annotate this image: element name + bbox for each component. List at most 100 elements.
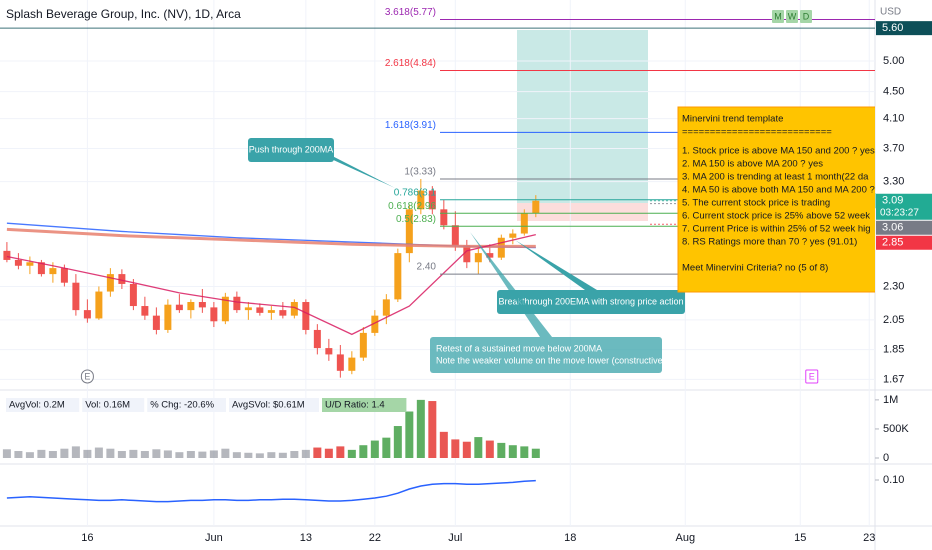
currency: USD (880, 7, 901, 18)
y-tick-label: 2.30 (883, 280, 904, 292)
volume-bar (117, 451, 126, 458)
x-tick-label: 16 (81, 532, 93, 544)
y-tick-label: 0 (883, 452, 889, 464)
y-tick-label: 1.67 (883, 373, 904, 385)
interval-button[interactable] (800, 10, 812, 23)
volume-bar (186, 451, 195, 458)
candle-body (371, 315, 379, 333)
volume-bar (474, 437, 483, 458)
volume-bar (140, 451, 149, 458)
volume-bar (37, 449, 46, 458)
volume-bar (25, 452, 34, 458)
volume-bar (485, 440, 494, 458)
grid (0, 0, 875, 526)
lower-panes: AvgVol: 0.2M Vol: 0.16M % Chg: -20.6% AvgSV… (2, 398, 540, 503)
stat-box (6, 398, 80, 412)
candle-body (267, 310, 275, 313)
callout-box (497, 290, 685, 314)
volume-bar (163, 450, 172, 458)
fib-label: 0.5(2.83) (396, 214, 436, 225)
candle-body (509, 233, 517, 238)
candle-body (256, 307, 264, 313)
candle-body (95, 291, 103, 319)
price-label-bg (876, 220, 932, 235)
candle-body (486, 253, 494, 258)
candle-body (451, 225, 459, 246)
candle-body (60, 268, 68, 283)
volume-bar (221, 448, 230, 458)
candle-body (221, 296, 229, 322)
interval-label[interactable]: M (774, 11, 782, 21)
moving-average (6, 233, 536, 336)
stat-box (147, 398, 226, 412)
callout-pointer (470, 232, 552, 337)
volume-bar (405, 411, 414, 458)
x-tick-label: 15 (794, 532, 806, 544)
candle-body (164, 304, 172, 330)
candle-body (175, 304, 183, 311)
note-line: 3. MA 200 is trending at least 1 month(2… (682, 172, 869, 183)
candle-body (428, 190, 436, 210)
fib-label: 3.618(5.77) (385, 7, 436, 18)
stat-text: AvgSVol: $0.61M (232, 400, 305, 411)
volume-bar (301, 449, 310, 458)
volume-bar (451, 439, 460, 458)
candle-body (440, 209, 448, 226)
volume-bar (290, 451, 299, 458)
interval-button[interactable] (772, 10, 784, 23)
volume-bar (83, 449, 92, 458)
interval-label[interactable]: D (803, 11, 810, 21)
candle-body (520, 213, 528, 234)
x-tick-label: 22 (369, 532, 381, 544)
callout-pointer (515, 240, 597, 290)
moving-average (6, 227, 536, 248)
volume-bar (267, 452, 276, 458)
candle-body (72, 282, 80, 311)
price-pane: 3.618(5.77) 2.618(4.84) 1.618(3.91) 1(3.33)… (3, 7, 875, 378)
volume-bar (48, 451, 57, 458)
candle-body (336, 354, 344, 371)
candle-body (313, 329, 321, 349)
interval-label[interactable]: W (788, 11, 797, 21)
volume-bar (94, 447, 103, 458)
candle-body (405, 209, 413, 254)
volume-bar (347, 449, 356, 458)
candle-body (3, 250, 11, 260)
callout-text: Breakthrough 200EMA with strong price ac… (498, 296, 683, 306)
earnings-label: E (84, 371, 90, 381)
candle-body (198, 302, 206, 308)
candle-body (325, 348, 333, 355)
x-tick-label: Jun (205, 532, 223, 544)
note-line: 4. MA 50 is above both MA 150 and MA 200… (682, 185, 875, 196)
candle-body (210, 307, 218, 322)
fib-label: 0.786(3.1 (394, 187, 437, 198)
earnings-label: E (809, 371, 815, 381)
chart-title: Splash Beverage Group, Inc. (NV), 1D, Ar… (6, 7, 241, 21)
countdown: 03:23:27 (880, 207, 919, 218)
candle-body (302, 302, 310, 330)
candle-body (532, 200, 540, 214)
volume-bar (244, 452, 253, 458)
volume-bar (416, 399, 425, 458)
indicator-line (6, 479, 536, 503)
volume-bar (428, 401, 437, 458)
note-line: Minervini trend template (682, 114, 783, 125)
price-label: 5.60 (882, 22, 903, 34)
volume-bar (60, 448, 69, 458)
candle-body (187, 302, 195, 311)
stat-text: % Chg: -20.6% (150, 400, 214, 411)
callout-text: Push through 200MA (249, 144, 334, 154)
y-tick-label: 3.70 (883, 142, 904, 154)
interval-button[interactable] (786, 10, 798, 23)
volume-bar (255, 453, 264, 458)
candle-body (37, 262, 45, 275)
note-line: 8. RS Ratings more than 70 ? yes (91.01) (682, 237, 857, 248)
candle-body (49, 268, 57, 275)
volume-bar (209, 450, 218, 458)
volume-bar (497, 442, 506, 458)
x-tick-label: 23 (863, 532, 875, 544)
volume-bar (508, 445, 517, 458)
volume-bar (520, 446, 529, 458)
